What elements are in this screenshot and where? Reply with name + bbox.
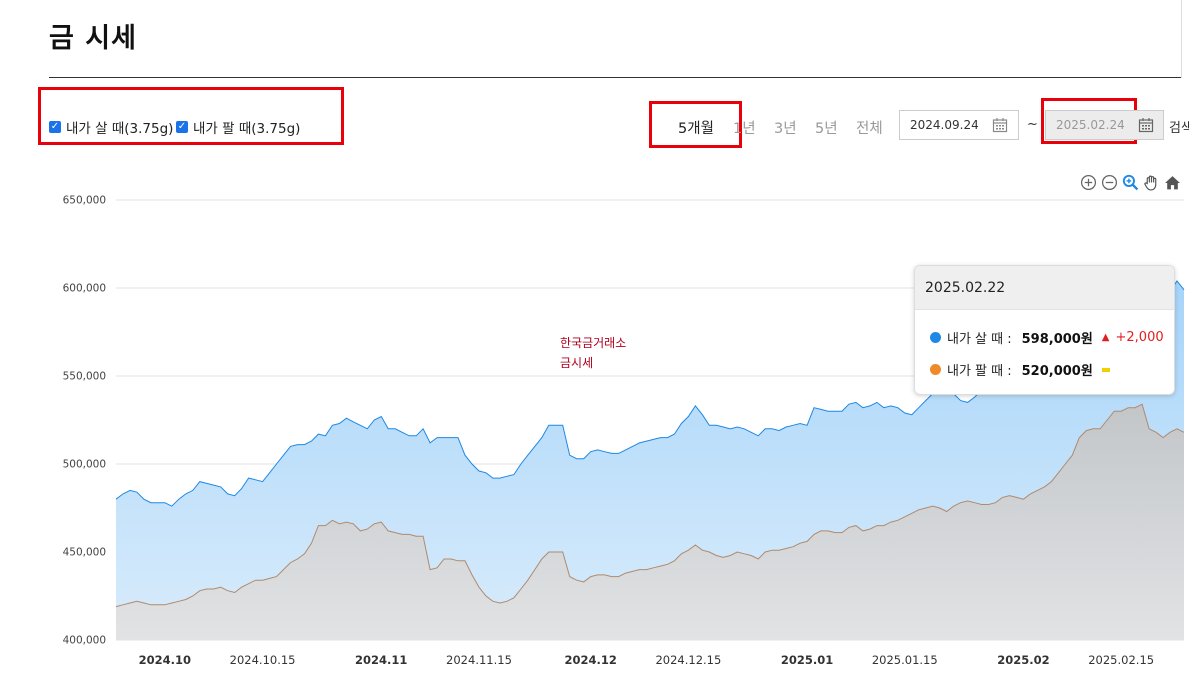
checkbox-checked-icon[interactable]: ✓ — [176, 121, 188, 133]
no-change-dash-icon — [1101, 367, 1110, 372]
toggle-sell-series[interactable]: ✓ 내가 팔 때(3.75g) — [176, 117, 300, 137]
title-divider — [49, 77, 1182, 78]
x-tick-label: 2024.12 — [564, 653, 616, 667]
y-tick-label: 400,000 — [63, 635, 106, 647]
zoom-in-icon[interactable] — [1080, 174, 1097, 191]
period-5m-tab[interactable]: 5개월 — [678, 121, 714, 137]
y-tick-label: 650,000 — [63, 195, 106, 207]
pan-hand-icon[interactable] — [1143, 174, 1160, 191]
y-axis: 650,000 600,000 550,000 500,000 450,000 400,0… — [63, 195, 106, 647]
tooltip-value: 520,000원 — [1021, 364, 1093, 379]
tooltip-series-name: 내가 살 때 : — [947, 332, 1012, 347]
search-button[interactable]: 검색 — [1169, 121, 1189, 136]
zoom-out-icon[interactable] — [1101, 174, 1118, 191]
tooltip-value: 598,000원 — [1021, 332, 1093, 347]
period-all-tab[interactable]: 전체 — [856, 121, 883, 137]
up-triangle-icon: ▲ — [1101, 332, 1110, 343]
highlight-box-toggles — [38, 87, 344, 145]
tooltip-row-buy: 내가 살 때 : 598,000원 ▲ +2,000 — [930, 328, 1164, 347]
tooltip-series-name: 내가 팔 때 : — [947, 364, 1012, 379]
chart-toolbar — [1080, 174, 1181, 191]
magnify-icon[interactable] — [1122, 174, 1139, 191]
period-1y-tab[interactable]: 1년 — [733, 121, 756, 137]
tooltip-change: +2,000 — [1115, 330, 1164, 345]
y-tick-label: 600,000 — [63, 283, 106, 295]
end-date-input[interactable]: 2025.02.24 — [1045, 110, 1164, 140]
toggle-buy-label: 내가 살 때(3.75g) — [66, 121, 174, 137]
tooltip-row-sell: 내가 팔 때 : 520,000원 — [930, 360, 1110, 379]
page-title: 금 시세 — [49, 23, 137, 54]
calendar-icon[interactable] — [1138, 117, 1154, 133]
x-tick-label: 2025.01 — [781, 653, 833, 667]
period-3y-tab[interactable]: 3년 — [774, 121, 797, 137]
home-icon[interactable] — [1164, 174, 1181, 191]
x-tick-label: 2025.02 — [997, 653, 1049, 667]
buy-series-dot-icon — [930, 332, 941, 343]
x-tick-label: 2024.11.15 — [446, 653, 512, 667]
chart-tooltip: 2025.02.22 내가 살 때 : 598,000원 ▲ +2,000 내가… — [914, 265, 1175, 395]
calendar-icon[interactable] — [992, 117, 1008, 133]
scrollbar[interactable] — [1181, 0, 1189, 78]
x-tick-label: 2024.12.15 — [655, 653, 721, 667]
start-date-input[interactable]: 2024.09.24 — [899, 110, 1019, 140]
sell-series-line — [115, 403, 1185, 608]
x-tick-label: 2025.01.15 — [872, 653, 938, 667]
date-range-separator: ~ — [1027, 117, 1038, 132]
y-tick-label: 450,000 — [63, 547, 106, 559]
sell-series-area — [116, 404, 1184, 640]
watermark-text: 금시세 — [560, 356, 593, 370]
watermark-text: 한국금거래소 — [560, 336, 626, 350]
price-chart[interactable]: 650,000 600,000 550,000 500,000 450,000 400,0… — [0, 180, 1189, 680]
y-tick-label: 550,000 — [63, 371, 106, 383]
checkbox-checked-icon[interactable]: ✓ — [49, 121, 61, 133]
x-tick-label: 2024.10 — [139, 653, 191, 667]
toggle-buy-series[interactable]: ✓ 내가 살 때(3.75g) — [49, 117, 173, 137]
toggle-sell-label: 내가 팔 때(3.75g) — [193, 121, 301, 137]
tooltip-date: 2025.02.22 — [915, 266, 1174, 310]
x-tick-label: 2024.10.15 — [230, 653, 296, 667]
sell-series-dot-icon — [930, 364, 941, 375]
x-axis: 2024.10 2024.10.15 2024.11 2024.11.15 2024.1… — [139, 653, 1154, 667]
highlight-box-period — [649, 101, 742, 148]
y-tick-label: 500,000 — [63, 459, 106, 471]
x-tick-label: 2025.02.15 — [1088, 653, 1154, 667]
period-5y-tab[interactable]: 5년 — [815, 121, 838, 137]
x-tick-label: 2024.11 — [355, 653, 407, 667]
chart-areas — [115, 280, 1185, 640]
